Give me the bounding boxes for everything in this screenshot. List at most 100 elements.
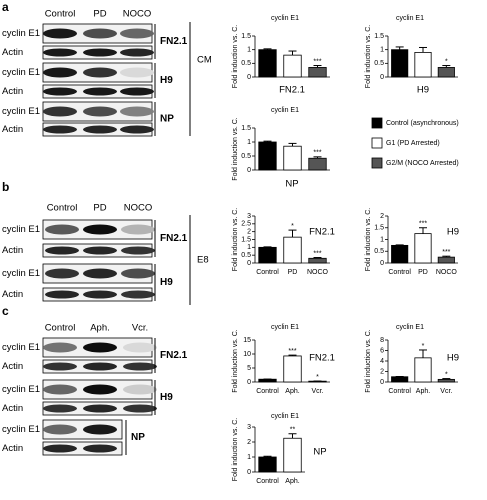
bar <box>414 52 432 78</box>
lane-label: PD <box>93 9 106 20</box>
row-label: cyclin E1 <box>2 28 40 39</box>
lane-label: Vcr. <box>132 323 148 334</box>
blot-band <box>123 384 157 395</box>
significance: * <box>445 58 448 65</box>
significance: *** <box>313 250 321 257</box>
lane-label: NOCO <box>123 9 152 20</box>
significance: *** <box>313 58 321 65</box>
y-axis-label: Fold induction vs. C. <box>365 25 372 88</box>
significance: * <box>291 223 294 230</box>
blot-band <box>83 362 117 371</box>
y-tick-label: 0.5 <box>374 248 384 255</box>
x-tick-label: Control <box>388 388 411 395</box>
chart-label: NP <box>313 447 326 458</box>
x-tick-label: PD <box>288 269 298 276</box>
y-axis-label: Fold induction vs. C. <box>232 25 239 88</box>
y-tick-label: 2 <box>247 439 251 446</box>
bar <box>308 380 327 383</box>
blot-band <box>121 290 155 299</box>
blot-band <box>83 67 117 78</box>
y-tick-label: 2 <box>247 229 251 236</box>
lane-label: NOCO <box>124 203 153 214</box>
lane-label: Control <box>45 323 76 334</box>
y-axis-label: Fold induction vs. C. <box>232 117 239 180</box>
y-tick-label: 3 <box>247 213 251 220</box>
blot-band <box>83 246 117 255</box>
chart-title: cyclin E1 <box>271 107 299 114</box>
bar <box>283 145 302 171</box>
significance: * <box>422 343 425 350</box>
group-label: FN2.1 <box>160 36 188 47</box>
x-tick-label: Aph. <box>285 478 299 485</box>
blot-band <box>123 404 157 413</box>
blot-band <box>83 48 117 57</box>
y-tick-label: 1.5 <box>241 33 251 40</box>
bar <box>437 256 455 264</box>
significance: *** <box>419 221 427 228</box>
row-label: Actin <box>2 443 23 454</box>
row-label: Actin <box>2 86 23 97</box>
bar <box>391 49 409 78</box>
blot-band <box>120 125 154 134</box>
panel-letter: c <box>2 304 9 318</box>
chart-label: FN2.1 <box>309 227 335 238</box>
y-tick-label: 1.5 <box>374 225 384 232</box>
y-tick-label: 2 <box>380 368 384 375</box>
y-tick-label: 3 <box>247 424 251 431</box>
blot-band <box>83 384 117 395</box>
blot-band <box>83 290 117 299</box>
y-tick-label: 0.5 <box>241 252 251 259</box>
row-label: cyclin E1 <box>2 67 40 78</box>
y-tick-label: 4 <box>380 358 384 365</box>
legend-label: Control (asynchronous) <box>386 120 459 127</box>
y-tick-label: 1 <box>247 244 251 251</box>
blot-band <box>120 67 154 78</box>
x-tick-label: Vcr. <box>440 388 452 395</box>
y-tick-label: 1 <box>380 236 384 243</box>
legend-label: G1 (PD Arrested) <box>386 140 440 147</box>
blot-band <box>121 246 155 255</box>
row-label: Actin <box>2 124 23 135</box>
y-tick-label: 1.5 <box>374 33 384 40</box>
condition-label: CM <box>197 55 212 66</box>
legend-label: G2/M (NOCO Arrested) <box>386 160 459 167</box>
y-axis-label: Fold induction vs. C. <box>232 329 239 392</box>
legend-swatch <box>371 137 383 149</box>
legend-swatch <box>371 117 383 129</box>
bar <box>258 456 277 473</box>
y-axis-label: Fold induction vs. C. <box>365 329 372 392</box>
y-tick-label: 0.5 <box>241 60 251 67</box>
blot-band <box>45 268 79 279</box>
bar <box>283 355 302 383</box>
blot-band <box>45 224 79 235</box>
significance: * <box>316 374 319 381</box>
y-tick-label: 1.5 <box>241 236 251 243</box>
y-tick-label: 0 <box>247 260 251 267</box>
blot-band <box>83 444 117 453</box>
blot-band <box>43 384 77 395</box>
x-tick-label: PD <box>418 269 428 276</box>
y-tick-label: 0 <box>247 167 251 174</box>
x-tick-label: Control <box>388 269 411 276</box>
y-axis-label: Fold induction vs. C. <box>365 208 372 271</box>
significance: *** <box>313 150 321 157</box>
row-label: cyclin E1 <box>2 106 40 117</box>
row-label: cyclin E1 <box>2 424 40 435</box>
y-tick-label: 0.5 <box>241 153 251 160</box>
blot-band <box>83 28 117 39</box>
y-tick-label: 10 <box>243 351 251 358</box>
row-label: Actin <box>2 245 23 256</box>
blot-band <box>83 125 117 134</box>
chart-label: H9 <box>447 227 459 238</box>
blot-band <box>83 404 117 413</box>
y-axis-label: Fold induction vs. C. <box>232 208 239 271</box>
blot-band <box>120 48 154 57</box>
row-label: cyclin E1 <box>2 268 40 279</box>
blot-band <box>83 224 117 235</box>
significance: * <box>445 371 448 378</box>
y-tick-label: 6 <box>380 347 384 354</box>
bar <box>283 437 302 473</box>
y-tick-label: 1 <box>380 47 384 54</box>
bar <box>414 357 432 383</box>
